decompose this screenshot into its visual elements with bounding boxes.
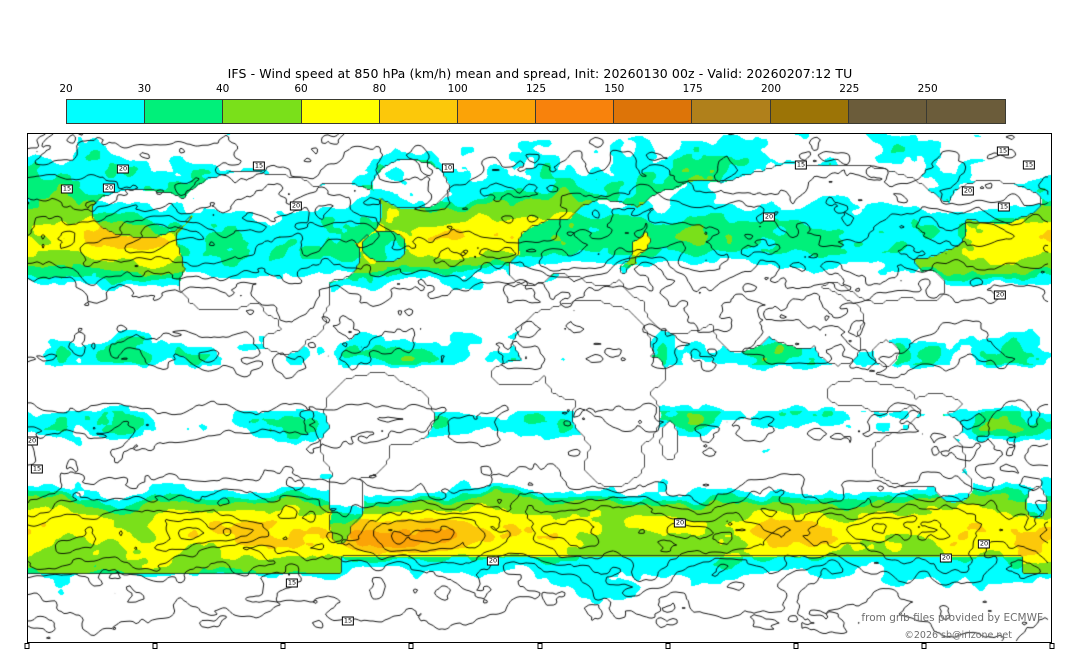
- axis-tick: [24, 643, 30, 649]
- axis-tick: [537, 643, 542, 649]
- page-title: IFS - Wind speed at 850 hPa (km/h) mean …: [227, 66, 853, 81]
- contour-label: 15: [341, 616, 355, 626]
- axis-tick: [665, 643, 671, 649]
- watermark-copyright: ©2026 sb@irizone.net: [904, 630, 1012, 641]
- colorbar-tick: 100: [447, 83, 468, 95]
- colorbar-tick: 80: [372, 83, 387, 95]
- contour-label: 15: [30, 464, 44, 474]
- colorbar-segment: [536, 100, 615, 123]
- contour-label: 20: [486, 556, 500, 566]
- contour-label: 20: [762, 212, 776, 222]
- colorbar-segments: [66, 99, 1006, 124]
- contour-label: 15: [996, 146, 1010, 156]
- axis-tick: [152, 643, 158, 649]
- colorbar-tick: 150: [604, 83, 625, 95]
- colorbar-tick: 40: [215, 83, 230, 95]
- colorbar-tick: 60: [294, 83, 308, 95]
- watermark-source: from grib files provided by ECMWF: [861, 612, 1043, 624]
- colorbar-tick: 175: [682, 83, 703, 95]
- contour-label: 10: [441, 163, 455, 173]
- colorbar-tick: 20: [59, 83, 73, 95]
- contour-label: 15: [997, 202, 1011, 212]
- contour-label: 20: [993, 290, 1007, 300]
- colorbar-tick: 30: [137, 83, 152, 95]
- axis-tick: [1049, 643, 1055, 649]
- colorbar-segment: [379, 100, 458, 123]
- colorbar: 20 30 40 60 80 100 125 150 175 200 225 250: [59, 83, 1006, 124]
- contour-label: 20: [977, 539, 991, 549]
- colorbar-segment: [692, 100, 771, 123]
- colorbar-tick-labels: 20 30 40 60 80 100 125 150 175 200 225 250: [59, 83, 1006, 97]
- colorbar-tick: 225: [839, 83, 860, 95]
- contour-label: 15: [285, 578, 299, 588]
- colorbar-segment: [223, 100, 302, 123]
- contour-label: 20: [116, 164, 130, 174]
- contour-label: 20: [939, 553, 953, 563]
- colorbar-tick: 250: [917, 83, 938, 95]
- axis-tick: [280, 643, 286, 649]
- contour-label: 15: [794, 160, 808, 170]
- axis-tick: [921, 643, 927, 649]
- colorbar-segment: [770, 100, 849, 123]
- contour-label: 15: [60, 184, 74, 194]
- contour-label: 20: [289, 201, 303, 211]
- colorbar-segment: [848, 100, 927, 123]
- map-bottom-ticks: [24, 643, 1055, 651]
- colorbar-segment: [145, 100, 224, 123]
- colorbar-tick: 125: [525, 83, 547, 95]
- contour-label: 15: [252, 161, 266, 171]
- axis-tick: [408, 643, 414, 649]
- map-coastlines-and-contours: [28, 134, 1051, 642]
- contour-label: 20: [673, 518, 687, 528]
- contour-label: 15: [1022, 160, 1036, 170]
- contour-label: 20: [102, 183, 116, 193]
- colorbar-segment: [614, 100, 693, 123]
- map-plot-area: 10 15 20 15 20 15 15 15 20 15 20 20 20 15 20 20 15 20 20 15…: [27, 133, 1052, 643]
- contour-label: 20: [961, 186, 975, 196]
- map-filled-contours: [28, 134, 1051, 642]
- axis-tick: [793, 643, 799, 649]
- colorbar-tick: 200: [760, 83, 782, 95]
- contour-label: 20: [27, 436, 39, 446]
- colorbar-segment: [301, 100, 380, 123]
- colorbar-segment: [457, 100, 537, 123]
- colorbar-segment: [926, 100, 1006, 123]
- colorbar-segment: [67, 100, 146, 123]
